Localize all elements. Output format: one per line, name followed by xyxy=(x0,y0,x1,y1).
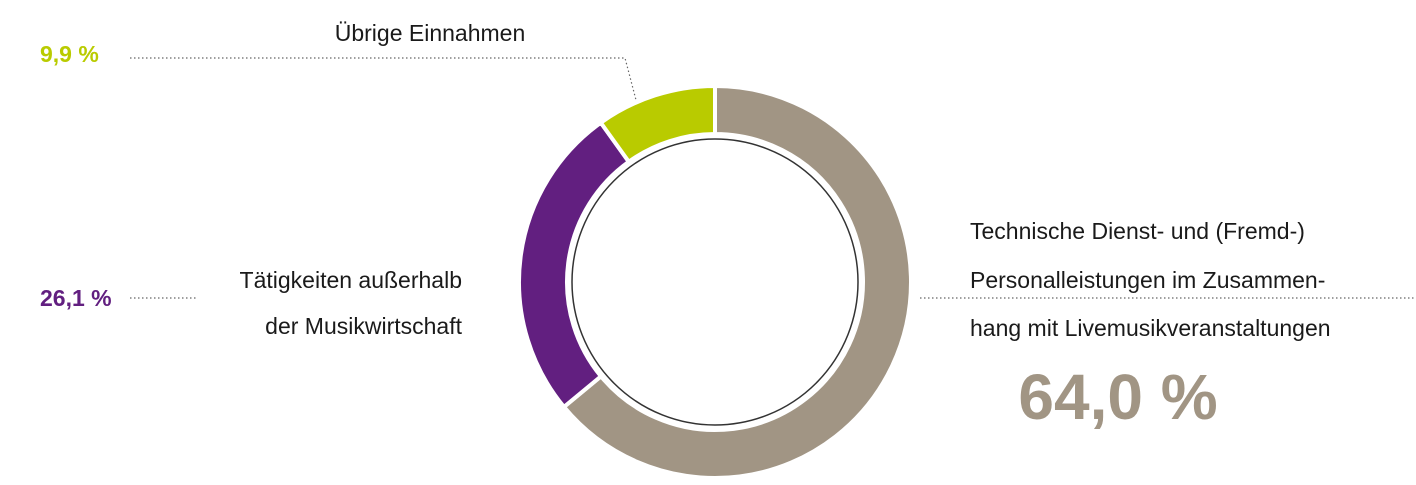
category-label: hang mit Livemusikveranstaltungen xyxy=(970,315,1331,341)
leader-line xyxy=(130,57,637,101)
inner-ring xyxy=(571,138,859,426)
category-label: Tätigkeiten außerhalb xyxy=(240,267,462,293)
category-label: Technische Dienst- und (Fremd-) xyxy=(970,218,1305,244)
slice xyxy=(561,83,913,480)
category-label: Übrige Einnahmen xyxy=(335,20,526,46)
slice xyxy=(598,83,717,165)
value-label: 64,0 % xyxy=(1018,361,1217,433)
value-label: 26,1 % xyxy=(40,285,112,311)
value-label: 9,9 % xyxy=(40,41,99,67)
category-label: Personalleistungen im Zusammen- xyxy=(970,267,1325,293)
category-label: der Musikwirtschaft xyxy=(265,313,462,339)
